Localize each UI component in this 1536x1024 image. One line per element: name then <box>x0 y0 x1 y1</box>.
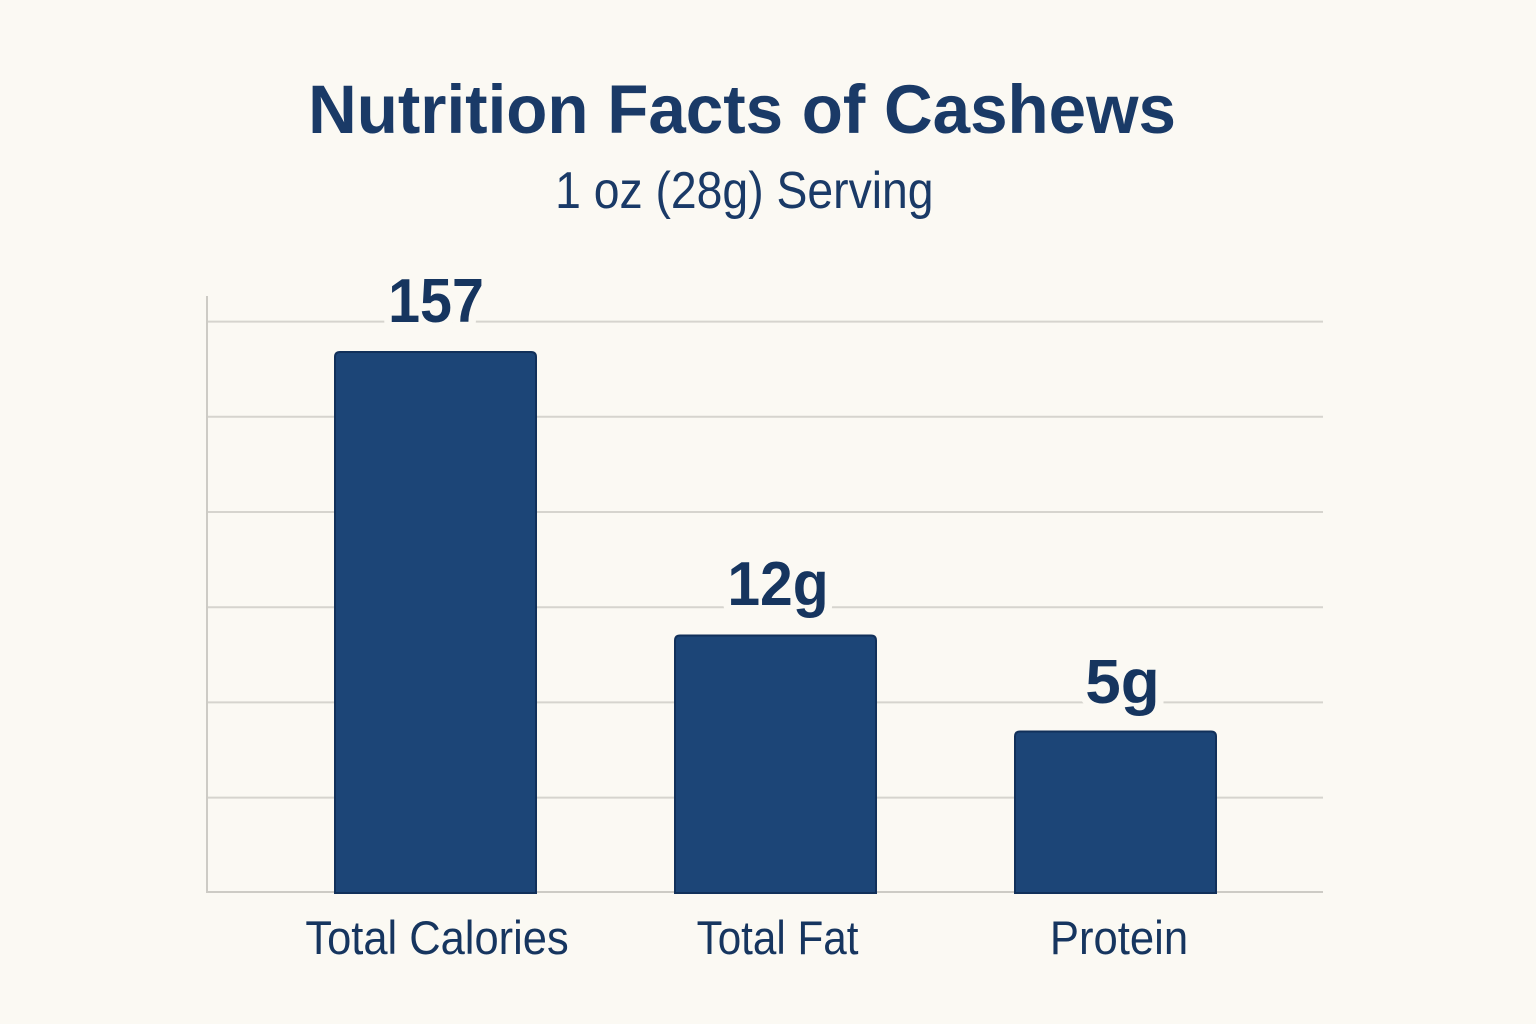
svg-text:Protein: Protein <box>1050 912 1188 965</box>
svg-text:5g: 5g <box>1085 648 1160 717</box>
svg-text:1 oz (28g) Serving: 1 oz (28g) Serving <box>555 162 933 220</box>
svg-text:Total Calories: Total Calories <box>305 911 568 964</box>
svg-text:12g: 12g <box>727 549 828 619</box>
svg-text:157: 157 <box>388 266 484 336</box>
svg-text:Total Fat: Total Fat <box>697 913 859 965</box>
svg-text:Nutrition Facts of Cashews: Nutrition Facts of Cashews <box>308 71 1176 148</box>
